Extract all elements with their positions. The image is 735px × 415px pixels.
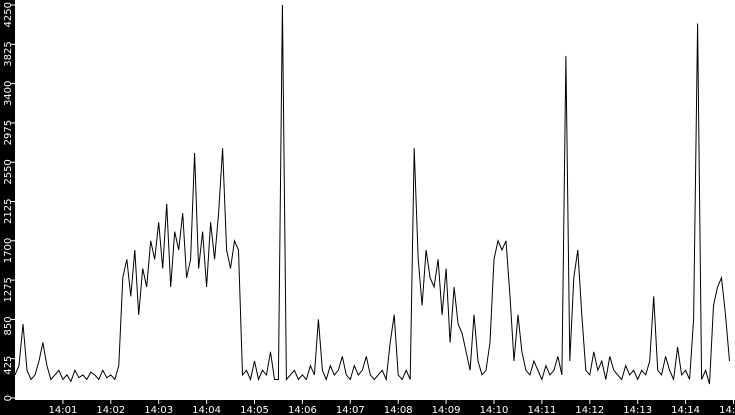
x-tick-label: 14:04 [192, 405, 221, 415]
y-tick-label: 2125 [3, 199, 14, 224]
x-tick-label: 14:02 [96, 405, 125, 415]
y-tick-label: 3400 [3, 81, 14, 106]
y-tick-label: 3825 [3, 41, 14, 66]
y-tick-label: 2975 [3, 120, 14, 145]
x-tick-label: 14:07 [336, 405, 365, 415]
y-tick-label: 1700 [3, 238, 14, 263]
x-tick-label: 14:13 [623, 405, 652, 415]
y-tick-label: 4250 [3, 2, 14, 27]
x-tick-label: 14:06 [288, 405, 317, 415]
x-tick-label: 14:09 [432, 405, 461, 415]
y-tick-label: 850 [3, 316, 14, 335]
x-tick-label: 14:14 [671, 405, 700, 415]
y-axis-bar [0, 0, 15, 415]
x-tick-label: 14:12 [575, 405, 604, 415]
x-axis-bar [0, 400, 735, 415]
x-tick-label: 14:15 [719, 405, 735, 415]
y-tick-label: 425 [3, 356, 14, 375]
x-tick-label: 14:10 [480, 405, 509, 415]
x-tick-label: 14:08 [384, 405, 413, 415]
x-tick-label: 14:05 [240, 405, 269, 415]
y-tick-label: 2550 [3, 159, 14, 184]
x-tick-label: 14:01 [48, 405, 77, 415]
series-line [14, 4, 730, 385]
y-tick-label: 0 [3, 395, 14, 401]
y-tick-label: 1275 [3, 277, 14, 302]
x-tick-label: 14:11 [527, 405, 556, 415]
x-tick-label: 14:03 [144, 405, 173, 415]
